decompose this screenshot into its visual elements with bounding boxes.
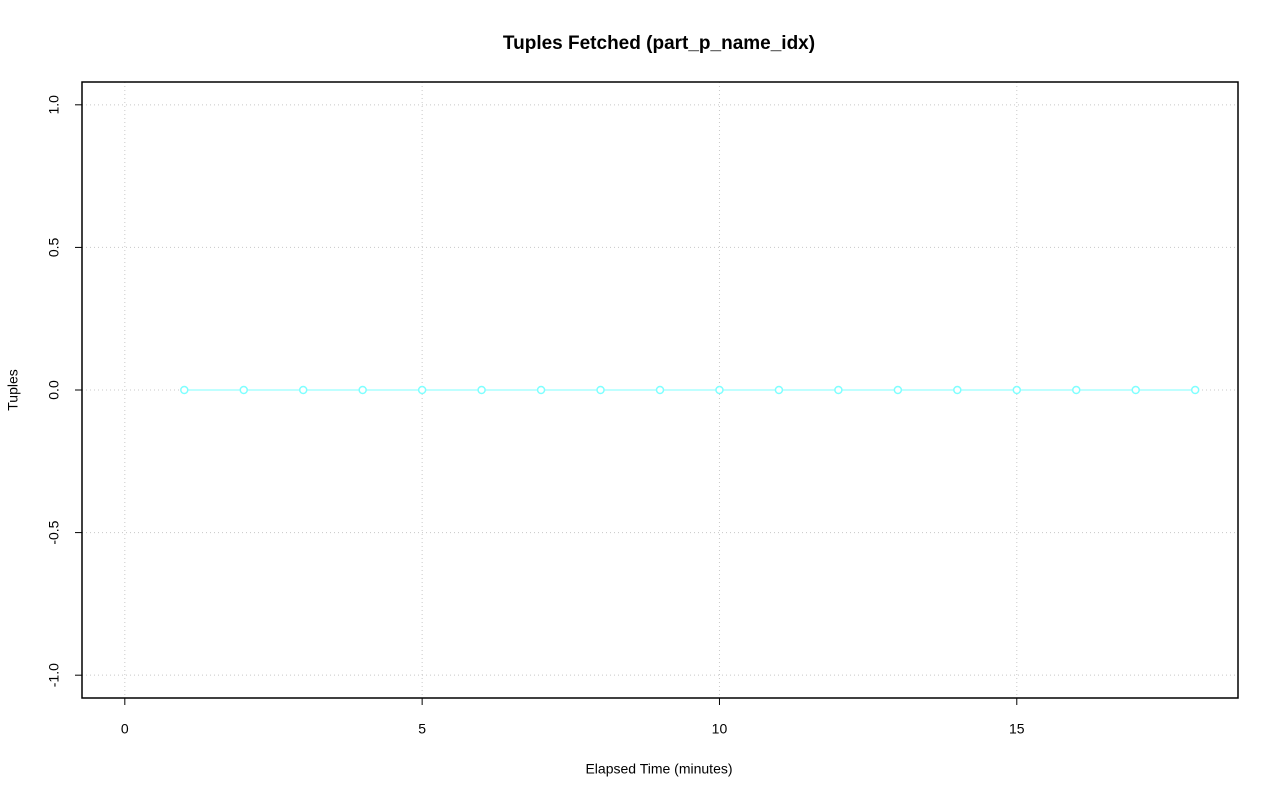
data-point: [1012, 385, 1022, 395]
x-tick-label: 10: [712, 721, 728, 737]
chart-title: Tuples Fetched (part_p_name_idx): [503, 33, 815, 54]
data-point: [298, 385, 308, 395]
data-point: [477, 385, 486, 395]
plot-frame: [81, 81, 1239, 699]
data-point: [715, 385, 724, 395]
data-point: [1072, 385, 1081, 395]
data-point: [180, 385, 189, 395]
data-point: [655, 385, 665, 395]
data-point: [417, 385, 427, 395]
y-tick-label: -1.0: [46, 663, 62, 687]
data-point: [239, 385, 248, 395]
data-point: [358, 385, 367, 395]
data-point: [893, 385, 903, 395]
x-tick-label: 15: [1009, 721, 1025, 737]
data-point: [1190, 385, 1200, 395]
x-tick-label: 5: [418, 721, 426, 737]
y-tick-label: 0.5: [46, 237, 62, 257]
data-point: [1131, 385, 1140, 395]
y-tick-label: 0.0: [46, 380, 62, 400]
data-point: [834, 385, 843, 395]
y-tick-label: -0.5: [46, 520, 62, 544]
y-tick-label: 1.0: [46, 95, 62, 115]
x-tick-label: 0: [121, 721, 129, 737]
y-axis-label: Tuples: [5, 369, 21, 411]
data-point: [596, 385, 605, 395]
data-point: [953, 385, 962, 395]
data-point: [774, 385, 784, 395]
data-point: [536, 385, 546, 395]
x-axis-label: Elapsed Time (minutes): [585, 761, 732, 777]
